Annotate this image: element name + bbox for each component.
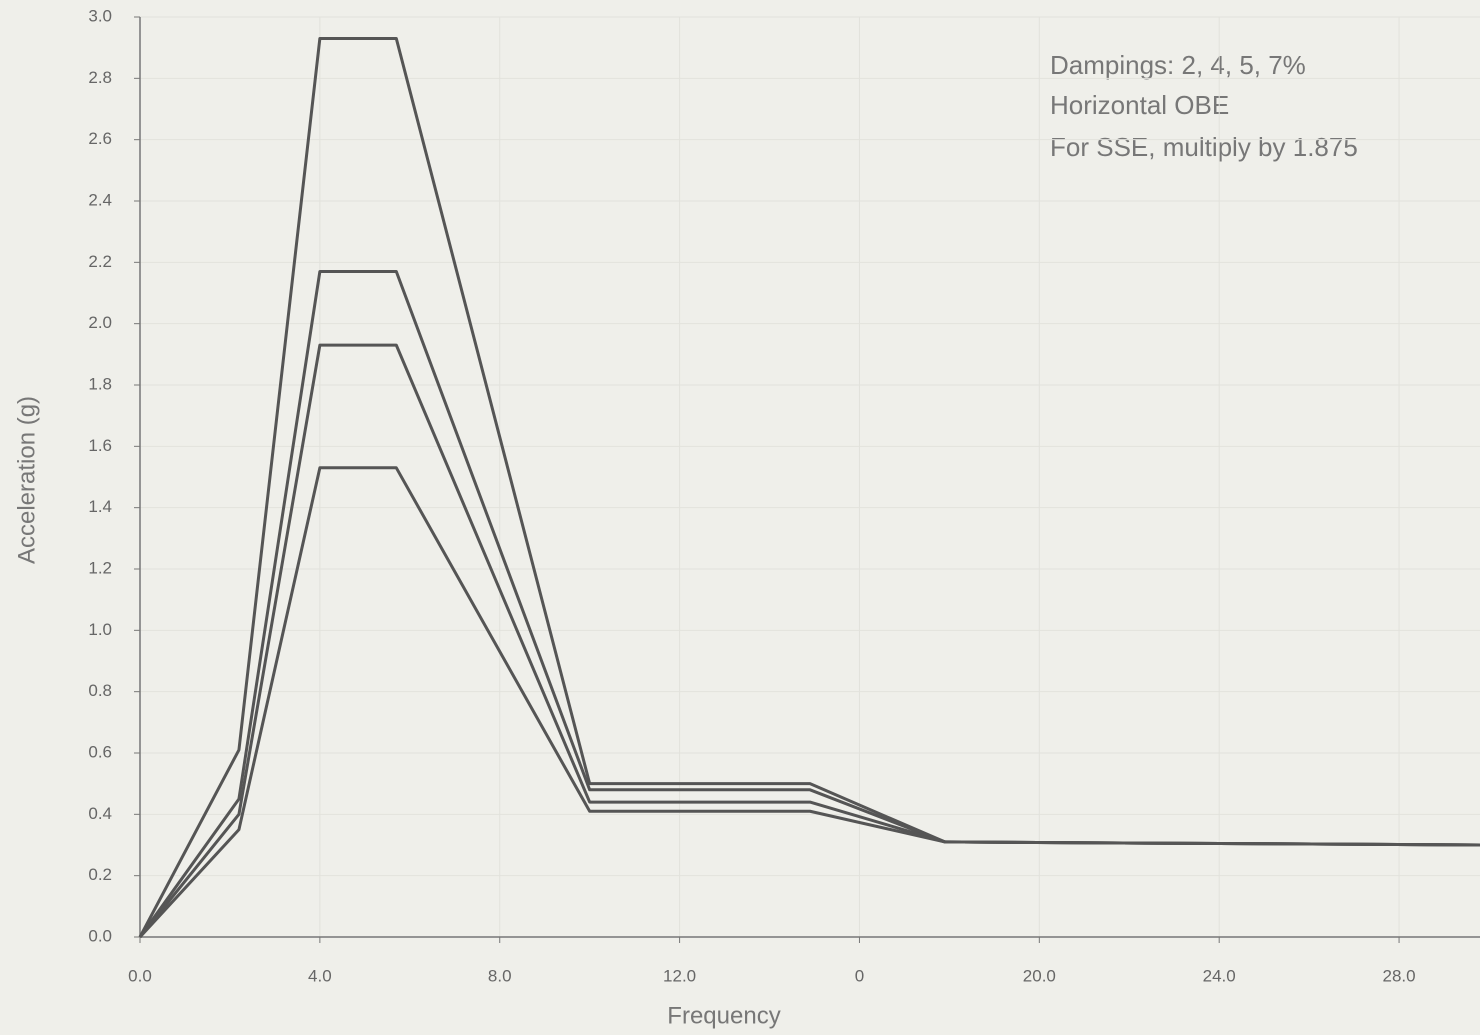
y-tick-label: 0.4 [88,804,112,823]
y-axis-label: Acceleration (g) [13,396,40,564]
y-tick-label: 0.8 [88,681,112,700]
x-tick-label: 20.0 [1023,966,1056,985]
x-tick-label: 28.0 [1383,966,1416,985]
y-tick-label: 2.4 [88,190,112,209]
x-tick-label: 8.0 [488,966,512,985]
y-tick-label: 1.0 [88,620,112,639]
y-tick-label: 1.2 [88,558,112,577]
series-line [138,270,1480,938]
x-axis-label: Frequency [667,1002,780,1029]
series-line [138,343,1480,938]
y-tick-label: 0.2 [88,865,112,884]
annotation: For SSE, multiply by 1.875 [1050,132,1358,162]
y-tick-label: 1.6 [88,436,112,455]
x-tick-label: 24.0 [1203,966,1236,985]
y-tick-label: 0.0 [88,926,112,945]
y-tick-label: 3.0 [88,6,112,25]
y-tick-label: 2.2 [88,252,112,271]
y-tick-label: 2.0 [88,313,112,332]
y-tick-label: 2.8 [88,68,112,87]
y-tick-label: 2.6 [88,129,112,148]
x-tick-label: 0 [855,966,864,985]
x-tick-label: 12.0 [663,966,696,985]
x-tick-label: 4.0 [308,966,332,985]
annotation: Horizontal OBE [1050,90,1229,120]
y-tick-label: 0.6 [88,742,112,761]
x-tick-label: 0.0 [128,966,152,985]
series-line [138,466,1480,939]
y-tick-label: 1.4 [88,497,112,516]
y-tick-label: 1.8 [88,374,112,393]
annotation: Dampings: 2, 4, 5, 7% [1050,50,1306,80]
